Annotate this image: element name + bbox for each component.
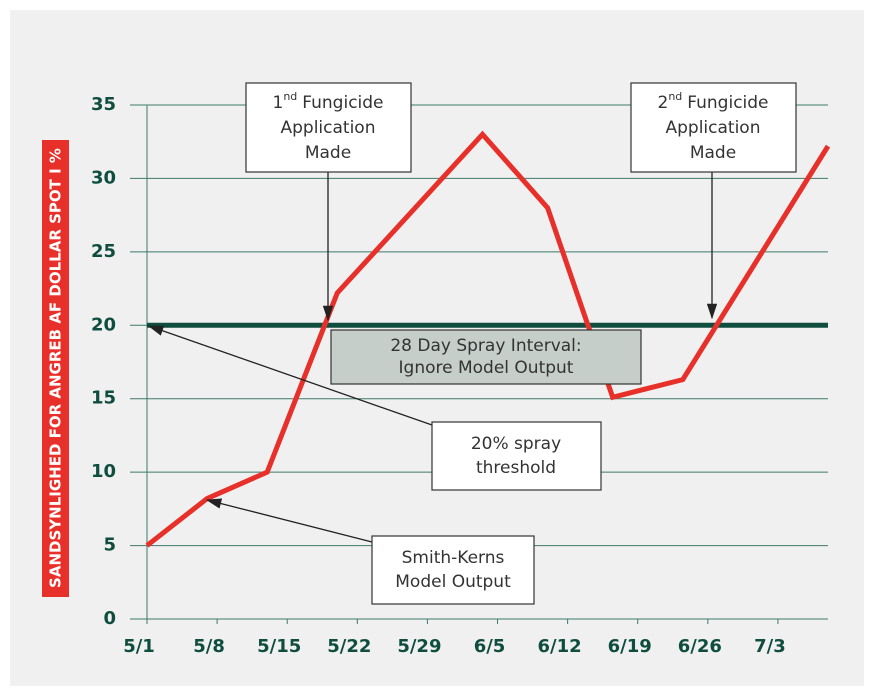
x-tick-label: 7/3 xyxy=(754,636,786,657)
annotation-text: Model Output xyxy=(395,572,511,592)
annotation-text: Application xyxy=(666,118,761,138)
y-label-box xyxy=(42,140,69,597)
x-tick-label: 6/26 xyxy=(678,636,722,657)
annotation-text: 1nd Fungicide xyxy=(272,90,383,113)
x-tick-label: 5/22 xyxy=(327,636,371,657)
y-axis-label: SANDSYNLIGHED FOR ANGREB AF DOLLAR SPOT … xyxy=(47,148,65,588)
annotation-text: 20% spray xyxy=(471,434,561,454)
arrow xyxy=(147,325,433,426)
annotation-text: Ignore Model Output xyxy=(399,358,574,378)
x-tick-label: 5/8 xyxy=(193,636,225,657)
x-tick-label: 6/19 xyxy=(608,636,652,657)
y-tick-label: 20 xyxy=(91,314,116,335)
x-tick-label: 6/5 xyxy=(474,636,506,657)
x-tick-label: 5/15 xyxy=(257,636,301,657)
annotation-box xyxy=(630,82,797,173)
x-tick-label: 5/1 xyxy=(123,636,155,657)
annotation-text: 2nd Fungicide xyxy=(657,90,768,113)
y-tick-label: 0 xyxy=(103,608,116,629)
annotation-text: Smith-Kerns xyxy=(402,548,505,568)
annotation-text: 28 Day Spray Interval: xyxy=(390,336,581,356)
annotation-text: threshold xyxy=(476,458,556,478)
y-tick-label: 10 xyxy=(91,461,116,482)
annotation-box xyxy=(245,82,412,173)
arrow xyxy=(205,498,373,543)
annotation-text: Made xyxy=(305,143,351,163)
y-tick-label: 30 xyxy=(91,167,116,188)
data-line xyxy=(145,130,831,548)
x-tick-label: 5/29 xyxy=(397,636,441,657)
annotation-text: Application xyxy=(281,118,376,138)
y-tick-label: 25 xyxy=(91,241,116,262)
annotation-text: Made xyxy=(690,143,736,163)
interval-box xyxy=(330,329,642,385)
x-tick-label: 6/12 xyxy=(538,636,582,657)
annotations: 1nd Fungicide Application Made 2nd Fungici… xyxy=(147,82,797,605)
plot: 0 5 10 15 20 25 30 35 5/1 5/8 5/15 5/22 5/29 6/5 6/12 6… xyxy=(91,94,831,657)
annotation-box xyxy=(371,535,535,605)
y-tick-label: 15 xyxy=(91,388,116,409)
annotation-box xyxy=(431,421,602,491)
y-tick-label: 35 xyxy=(91,94,116,115)
y-tick-label: 5 xyxy=(103,535,116,556)
